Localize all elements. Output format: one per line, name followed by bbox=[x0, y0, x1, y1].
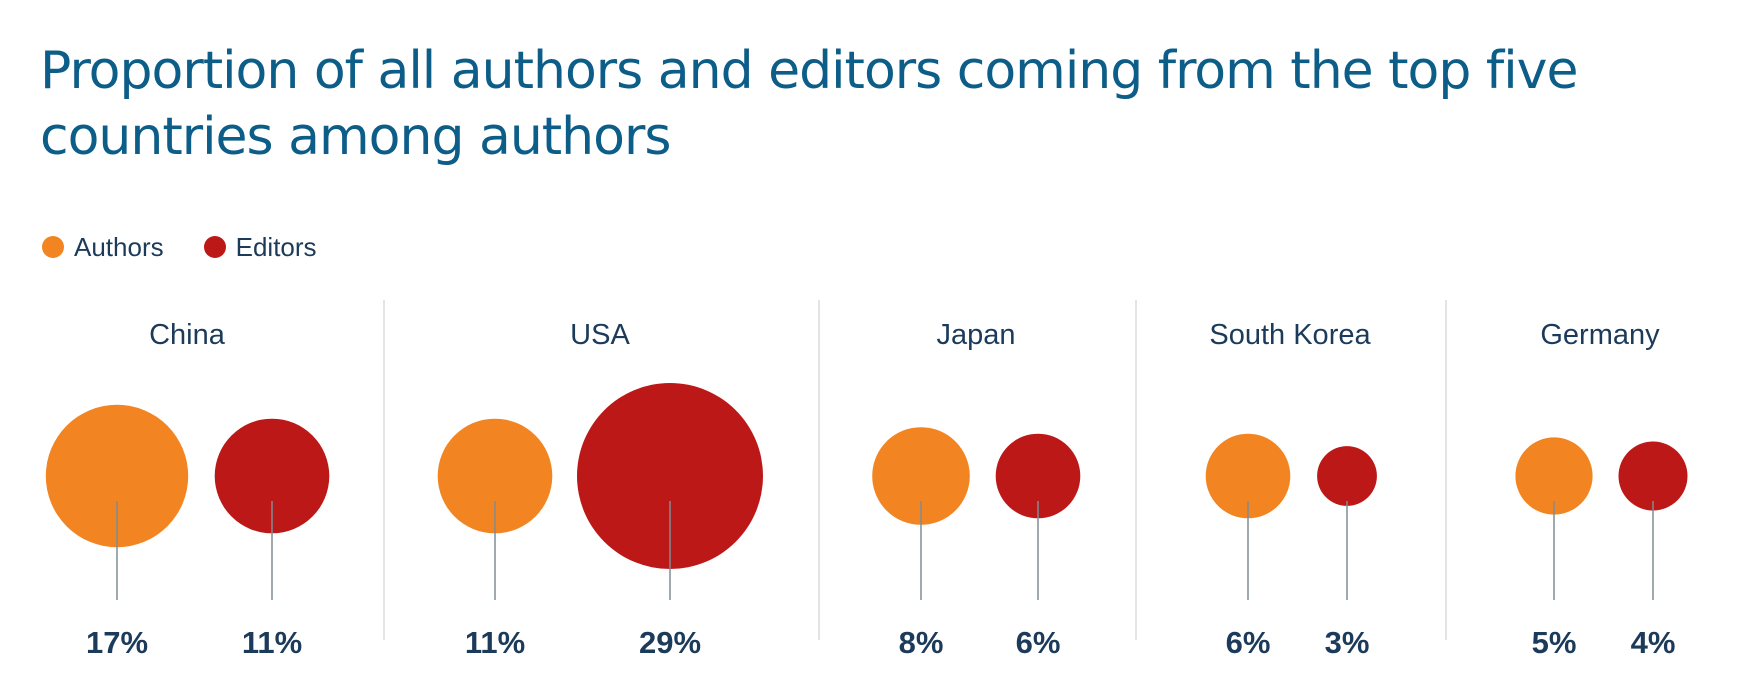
value-label-authors-china: 17% bbox=[86, 625, 148, 660]
bubble-editors-china bbox=[214, 418, 330, 534]
bubble-authors-germany bbox=[1515, 437, 1593, 515]
legend-swatch-authors bbox=[42, 236, 64, 258]
bubble-editors-germany bbox=[1618, 441, 1688, 511]
legend-swatch-editors bbox=[203, 236, 226, 258]
country-label-germany: Germany bbox=[1540, 319, 1660, 351]
bubble-editors-usa bbox=[577, 383, 763, 569]
legend-item-authors: Authors bbox=[42, 232, 164, 263]
legend-label-editors: Editors bbox=[235, 231, 317, 262]
bubble-authors-south-korea bbox=[1205, 433, 1291, 519]
value-label-editors-germany: 4% bbox=[1631, 625, 1676, 660]
chart-title: Proportion of all authors and editors co… bbox=[40, 41, 1578, 167]
bubble-authors-usa bbox=[437, 418, 553, 534]
value-label-editors-usa: 29% bbox=[639, 625, 701, 660]
legend: Authors Editors bbox=[42, 230, 357, 264]
country-label-china: China bbox=[149, 319, 226, 351]
country-label-south-korea: South Korea bbox=[1209, 319, 1371, 351]
bubble-authors-china bbox=[45, 404, 189, 548]
value-label-editors-china: 11% bbox=[242, 625, 302, 660]
value-label-editors-japan: 6% bbox=[1016, 625, 1061, 660]
legend-label-authors: Authors bbox=[74, 231, 164, 262]
value-label-authors-usa: 11% bbox=[465, 625, 525, 660]
bubble-authors-japan bbox=[872, 427, 970, 525]
country-label-usa: USA bbox=[570, 319, 630, 351]
value-label-authors-germany: 5% bbox=[1532, 625, 1577, 660]
bubble-editors-japan bbox=[995, 433, 1081, 519]
country-label-japan: Japan bbox=[936, 319, 1015, 351]
legend-item-editors: Editors bbox=[203, 231, 317, 263]
value-label-authors-japan: 8% bbox=[899, 625, 944, 660]
bubble-editors-south-korea bbox=[1317, 446, 1377, 506]
value-label-editors-south-korea: 3% bbox=[1325, 625, 1370, 660]
value-label-authors-south-korea: 6% bbox=[1226, 625, 1271, 660]
